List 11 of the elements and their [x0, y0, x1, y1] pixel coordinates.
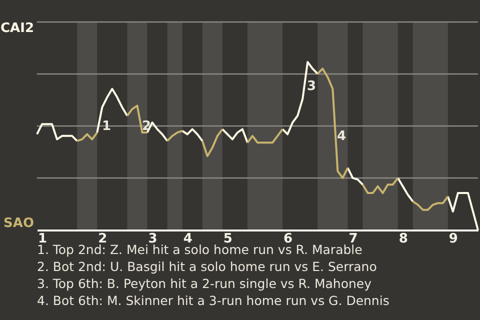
- annotation: 2: [142, 119, 152, 134]
- x-tick-label: 9: [448, 232, 458, 246]
- annotation: 3: [307, 79, 316, 94]
- text: 4. Bot 6th: M. Skinner hit a 3-run home run vs G. Dennis: [37, 292, 390, 309]
- text: 2. Bot 2nd: U. Basgil hit a solo home run vs E. Serrano: [37, 258, 378, 275]
- text: SAO: [4, 216, 34, 231]
- text: 3. Top 6th: B. Peyton hit a 2-run single vs R. Mahoney: [37, 275, 372, 292]
- x-tick-label: 8: [398, 232, 408, 246]
- text: CAI2: [0, 21, 34, 36]
- annotation: 4: [337, 129, 346, 144]
- annotation: 1: [102, 119, 112, 134]
